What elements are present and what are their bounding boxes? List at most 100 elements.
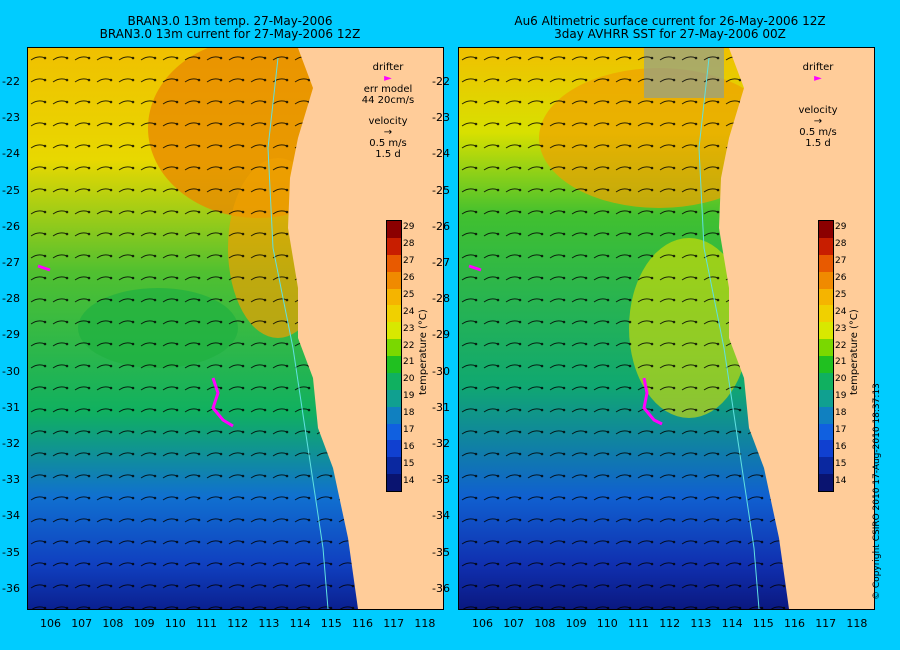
colorbar-tick-label: 15	[403, 458, 415, 469]
colorbar-swatch	[387, 254, 401, 272]
colorbar-swatch	[387, 288, 401, 306]
colorbar-swatch	[819, 221, 833, 238]
colorbar-swatch	[819, 372, 833, 390]
colorbar-tick-label: 21	[835, 357, 847, 368]
colorbar-swatch	[387, 237, 401, 255]
latitude-label: -22	[2, 75, 20, 88]
right-drifter-label: drifter	[802, 62, 834, 73]
longitude-label: 115	[320, 617, 342, 630]
colorbar-tick-label: 16	[835, 441, 847, 452]
longitude-label: 111	[628, 617, 649, 630]
left-title: BRAN3.0 13m temp. 27-May-2006 BRAN3.0 13…	[40, 15, 420, 41]
left-err-label: err model	[363, 84, 413, 95]
left-colorbar	[386, 220, 402, 492]
longitude-label: 118	[846, 617, 868, 630]
drifter-track	[211, 377, 234, 428]
latitude-label: -29	[432, 328, 450, 342]
latitude-label: -36	[432, 581, 450, 595]
right-legend: drifter ► velocity → 0.5 m/s 1.5 d	[788, 62, 848, 149]
left-err-value: 44 20cm/s	[361, 95, 415, 106]
longitude-label: 114	[721, 617, 743, 630]
drifter-track-2	[37, 264, 51, 272]
colorbar-tick-label: 19	[835, 391, 847, 402]
colorbar-tick-label: 18	[835, 408, 847, 419]
colorbar-swatch	[387, 305, 401, 323]
right-colorbar	[818, 220, 834, 492]
longitude-label: 117	[383, 617, 405, 630]
colorbar-swatch	[387, 474, 401, 491]
drifter-track-right-2	[468, 264, 482, 272]
latitude-label: -34	[432, 509, 450, 523]
colorbar-tick-label: 17	[835, 424, 847, 435]
colorbar-swatch	[387, 322, 401, 340]
longitude-label: 115	[752, 617, 774, 630]
left-drifter-label: drifter	[372, 62, 404, 73]
colorbar-tick-label: 21	[403, 357, 415, 368]
colorbar-tick-label: 20	[835, 374, 847, 385]
coastline-land	[288, 48, 443, 609]
longitude-label: 107	[503, 617, 525, 630]
latitude-label: -26	[432, 219, 450, 233]
latitude-label: -27	[2, 256, 20, 269]
colorbar-swatch	[819, 237, 833, 255]
longitude-label: 110	[596, 617, 618, 630]
colorbar-swatch	[819, 322, 833, 340]
right-title-line1: Au6 Altimetric surface current for 26-Ma…	[514, 14, 826, 28]
latitude-label: -23	[2, 111, 20, 125]
copyright-notice: © Copyright CSIRO 2010 17-Aug-2010 18:37…	[872, 383, 882, 600]
isobath-contour	[267, 57, 329, 609]
colorbar-tick-label: 22	[835, 340, 847, 351]
colorbar-tick-label: 14	[403, 475, 415, 486]
latitude-label: -25	[2, 183, 20, 197]
right-map-svg	[459, 48, 874, 609]
latitude-label: -33	[432, 473, 450, 487]
latitude-label: -35	[432, 545, 450, 559]
left-days-label: 1.5 d	[375, 149, 401, 160]
latitude-label: -27	[432, 256, 450, 269]
colorbar-tick-label: 25	[835, 289, 847, 300]
latitude-label: -22	[432, 75, 450, 88]
left-colorbar-labels: 29 28 27 26 25 24 23 22 21 20 19 18 17 16 15 14	[403, 220, 423, 490]
colorbar-swatch	[819, 288, 833, 306]
colorbar-swatch	[819, 254, 833, 272]
colorbar-swatch	[387, 406, 401, 424]
colorbar-tick-label: 29	[403, 222, 415, 233]
colorbar-swatch	[387, 423, 401, 441]
colorbar-swatch	[819, 406, 833, 424]
colorbar-swatch	[387, 356, 401, 373]
latitude-label: -32	[432, 437, 450, 450]
colorbar-tick-label: 15	[835, 458, 847, 469]
right-velocity-label: velocity	[798, 105, 838, 116]
colorbar-swatch	[819, 271, 833, 289]
longitude-label: 113	[258, 617, 280, 630]
longitude-label: 107	[71, 617, 93, 630]
latitude-label: -24	[2, 147, 20, 161]
latitude-label: -28	[2, 292, 20, 306]
colorbar-tick-label: 28	[403, 239, 415, 250]
longitude-label: 109	[133, 617, 155, 630]
colorbar-tick-label: 24	[403, 306, 415, 317]
colorbar-swatch	[819, 389, 833, 407]
latitude-label: -36	[2, 581, 20, 595]
right-colorbar-labels: 29 28 27 26 25 24 23 22 21 20 19 18 17 16 15 14	[835, 220, 855, 490]
longitude-label: 106	[40, 617, 61, 630]
colorbar-tick-label: 19	[403, 391, 415, 402]
left-map-panel	[27, 47, 444, 610]
longitude-label: 117	[815, 617, 837, 630]
right-days-label: 1.5 d	[805, 138, 831, 149]
colorbar-tick-label: 26	[835, 273, 847, 284]
latitude-label: -23	[432, 111, 450, 125]
left-velocity-arrow-icon: →	[383, 127, 393, 138]
isobath-contour-right	[698, 57, 760, 609]
left-velocity-label: velocity	[368, 116, 408, 127]
longitude-label: 116	[784, 617, 805, 630]
latitude-label: -32	[2, 437, 20, 450]
colorbar-tick-label: 26	[403, 273, 415, 284]
right-colorbar-title: temperature (°C)	[849, 309, 860, 395]
colorbar-tick-label: 16	[403, 441, 415, 452]
left-map-svg	[28, 48, 443, 609]
colorbar-tick-label: 20	[403, 374, 415, 385]
colorbar-swatch	[387, 389, 401, 407]
colorbar-tick-label: 23	[835, 323, 847, 334]
latitude-label: -31	[2, 400, 20, 414]
